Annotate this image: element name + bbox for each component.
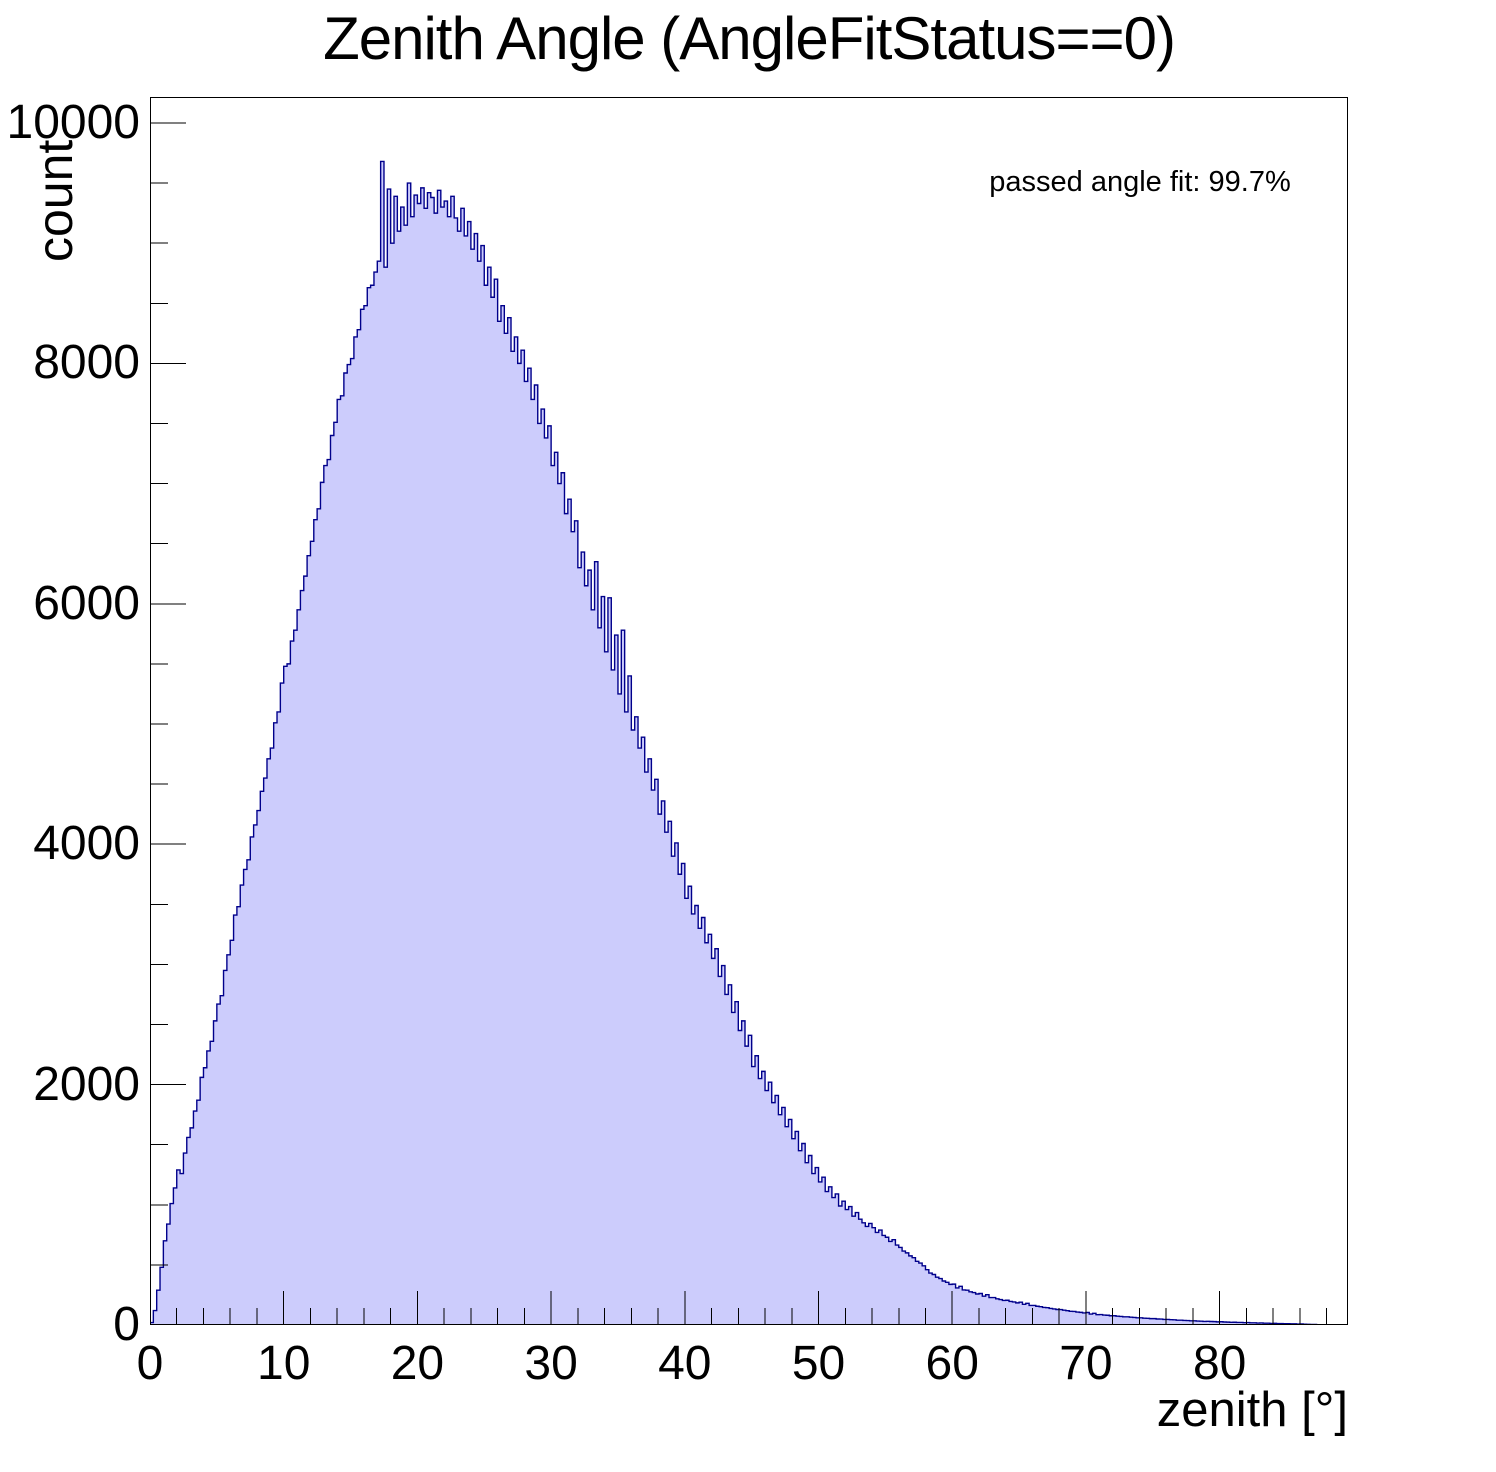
x-tick-label: 10 [257,1337,311,1390]
plot-svg [150,97,1348,1325]
x-tick-label: 40 [658,1337,712,1390]
y-tick-label: 10000 [6,95,140,149]
x-tick-label: 80 [1192,1337,1247,1390]
x-tick-label: 60 [925,1337,979,1390]
axis-ticks [150,122,1328,1325]
y-tick-label: 4000 [33,817,140,871]
passed-angle-fit-label: passed angle fit: 99.7% [989,166,1291,198]
y-tick-label: 6000 [33,576,140,630]
y-tick-label: 2000 [33,1057,140,1111]
chart-title: Zenith Angle (AngleFitStatus==0) [323,5,1176,72]
x-tick-label: 70 [1059,1337,1113,1390]
x-tick-label: 20 [390,1337,445,1390]
y-tick-label: 0 [113,1298,140,1351]
plot-frame [150,97,1348,1325]
x-axis-title: zenith [°] [1156,1383,1348,1437]
x-tick-label: 50 [791,1337,846,1390]
y-tick-label: 8000 [33,336,140,390]
x-tick-label: 0 [136,1337,164,1390]
plot-area [150,97,1348,1325]
x-tick-label: 30 [524,1337,578,1390]
y-axis-title: count [27,139,83,262]
histogram [150,160,1328,1325]
